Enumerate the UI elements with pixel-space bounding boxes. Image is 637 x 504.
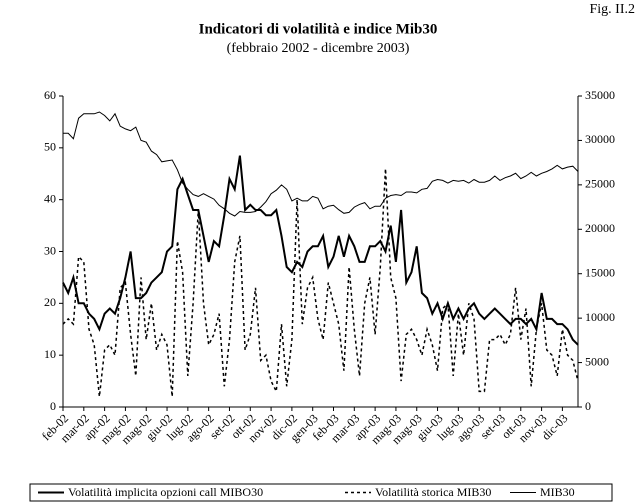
y2-tick-label: 10000 <box>585 310 615 324</box>
legend-label: Volatilità implicita opzioni call MIBO30 <box>68 485 263 499</box>
y-tick-label: 20 <box>44 295 56 309</box>
y2-tick-label: 30000 <box>585 132 615 146</box>
y2-tick-label: 20000 <box>585 221 615 235</box>
y-tick-label: 10 <box>44 347 56 361</box>
y-tick-label: 0 <box>50 399 56 413</box>
chart-title: Indicatori di volatilità e indice Mib30 <box>199 21 438 37</box>
y2-tick-label: 5000 <box>585 354 609 368</box>
y2-tick-label: 15000 <box>585 265 615 279</box>
legend-box <box>29 483 613 502</box>
figure-label: Fig. II.2 <box>590 2 636 17</box>
y-tick-label: 30 <box>44 243 56 257</box>
series-line <box>62 155 579 346</box>
y-tick-label: 40 <box>44 191 56 205</box>
legend-label: Volatilità storica MIB30 <box>375 485 491 499</box>
y-tick-label: 50 <box>44 140 56 154</box>
chart-subtitle: (febbraio 2002 - dicembre 2003) <box>227 41 410 56</box>
y-tick-label: 60 <box>44 88 56 102</box>
y2-tick-label: 25000 <box>585 177 615 191</box>
y2-tick-label: 35000 <box>585 88 615 102</box>
series-line <box>63 111 579 217</box>
legend-label: MIB30 <box>540 485 575 499</box>
y2-tick-label: 0 <box>585 399 591 413</box>
series-line <box>62 168 579 397</box>
